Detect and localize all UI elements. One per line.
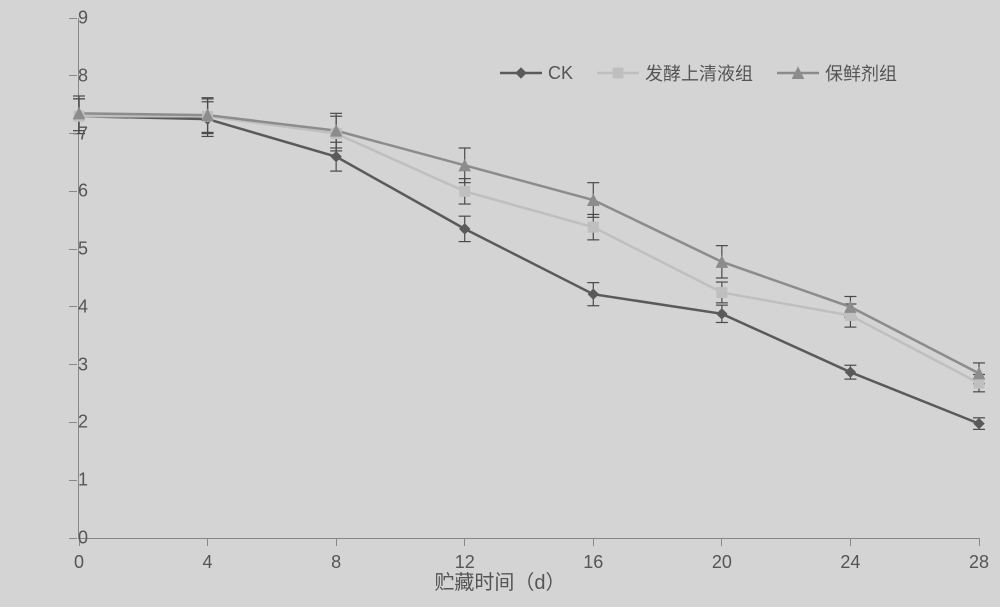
legend-label: 发酵上清液组: [645, 60, 753, 86]
y-tick-label: 7: [58, 123, 88, 144]
legend: CK 发酵上清液组 保鲜剂组: [500, 60, 897, 86]
marker-supernatant: [974, 378, 984, 388]
series-line-preservative: [79, 113, 979, 373]
plot-area: 0481216202428: [78, 18, 979, 539]
marker-supernatant: [460, 186, 470, 196]
marker-ck: [717, 309, 727, 319]
x-tick: [207, 538, 208, 546]
x-tick-label: 8: [331, 552, 341, 573]
y-tick-label: 6: [58, 181, 88, 202]
series-line-ck: [79, 116, 979, 423]
y-tick-label: 0: [58, 528, 88, 549]
x-tick: [336, 538, 337, 546]
legend-label: CK: [548, 63, 573, 84]
y-tick-label: 2: [58, 412, 88, 433]
marker-ck: [460, 224, 470, 234]
x-tick-label: 0: [74, 552, 84, 573]
legend-item-supernatant: 发酵上清液组: [597, 60, 753, 86]
y-tick-label: 3: [58, 354, 88, 375]
x-tick-label: 28: [969, 552, 989, 573]
legend-square-icon: [597, 63, 639, 83]
y-tick-label: 8: [58, 65, 88, 86]
legend-diamond-icon: [500, 63, 542, 83]
legend-triangle-icon: [777, 63, 819, 83]
x-tick: [850, 538, 851, 546]
x-tick-label: 20: [712, 552, 732, 573]
x-tick-label: 24: [840, 552, 860, 573]
y-tick-label: 4: [58, 296, 88, 317]
marker-supernatant: [588, 222, 598, 232]
x-tick-label: 12: [455, 552, 475, 573]
legend-item-preservative: 保鲜剂组: [777, 60, 897, 86]
legend-label: 保鲜剂组: [825, 60, 897, 86]
y-tick-label: 1: [58, 470, 88, 491]
y-tick-label: 5: [58, 239, 88, 260]
marker-supernatant: [717, 287, 727, 297]
x-tick-label: 16: [583, 552, 603, 573]
marker-preservative: [845, 301, 856, 312]
marker-preservative: [974, 368, 985, 379]
marker-preservative: [716, 256, 727, 267]
y-tick-label: 9: [58, 8, 88, 29]
x-tick: [721, 538, 722, 546]
marker-ck: [974, 419, 984, 429]
marker-ck: [845, 367, 855, 377]
x-tick: [464, 538, 465, 546]
x-tick: [593, 538, 594, 546]
x-tick-label: 4: [203, 552, 213, 573]
plot-svg: [79, 18, 979, 538]
legend-item-ck: CK: [500, 63, 573, 84]
x-tick: [979, 538, 980, 546]
series-line-supernatant: [79, 116, 979, 383]
marker-ck: [588, 289, 598, 299]
marker-ck: [331, 152, 341, 162]
chart-container: Vc含量（mg/100g） 贮藏时间（d） 0481216202428 CK发酵…: [0, 0, 1000, 607]
